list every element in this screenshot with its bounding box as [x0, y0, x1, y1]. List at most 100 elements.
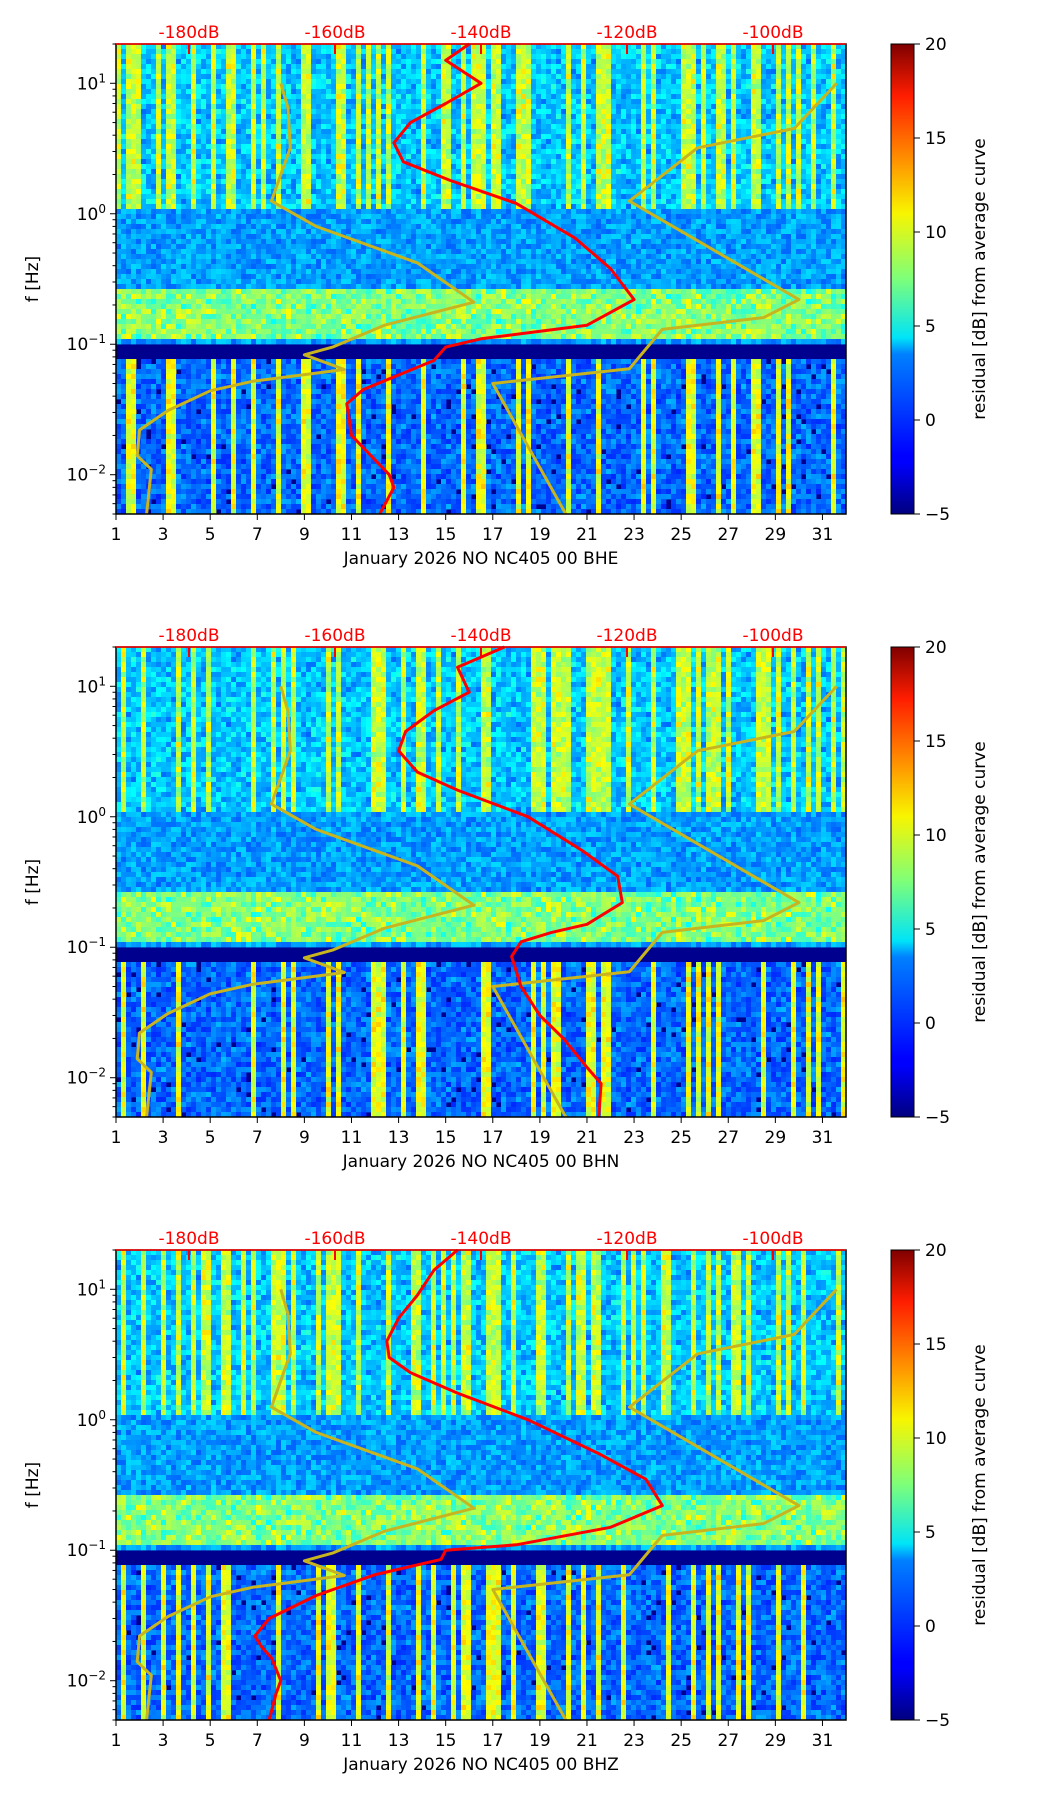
y-tick-label: 101	[77, 1277, 106, 1300]
x-tick-label: 5	[205, 525, 216, 545]
x-tick-label: 3	[158, 525, 169, 545]
spectrogram-image	[116, 44, 846, 514]
x-tick-label: 25	[670, 1128, 692, 1148]
x-tick-label: 29	[765, 1128, 787, 1148]
y-tick-label: 10−1	[67, 1538, 106, 1561]
x-tick-label: 19	[529, 1731, 551, 1751]
colorbar-tick-label: −5	[925, 1108, 950, 1128]
colorbar-tick-label: 10	[925, 1429, 947, 1449]
y-axis-label: f [Hz]	[23, 859, 43, 905]
x-tick-label: 31	[812, 1128, 834, 1148]
x-axis-label: January 2026 NO NC405 00 BHE	[343, 549, 619, 569]
colorbar-tick-label: 5	[925, 1523, 936, 1543]
db-tick-label: -180dB	[158, 626, 219, 646]
db-tick-label: -140dB	[450, 1229, 511, 1249]
colorbar-tick-label: 20	[925, 638, 947, 658]
x-axis-label: January 2026 NO NC405 00 BHN	[342, 1152, 620, 1172]
x-tick-label: 3	[158, 1731, 169, 1751]
x-tick-label: 29	[765, 1731, 787, 1751]
x-tick-label: 9	[299, 525, 310, 545]
db-tick-label: -160dB	[304, 626, 365, 646]
colorbar-tick-label: 5	[925, 317, 936, 337]
x-tick-label: 15	[435, 525, 457, 545]
x-tick-label: 11	[341, 525, 363, 545]
x-tick-label: 13	[388, 1128, 410, 1148]
x-tick-label: 27	[717, 1731, 739, 1751]
db-tick-label: -160dB	[304, 23, 365, 43]
x-tick-label: 19	[529, 1128, 551, 1148]
colorbar-tick-label: −5	[925, 505, 950, 525]
x-tick-label: 31	[812, 1731, 834, 1751]
x-tick-label: 21	[576, 1731, 598, 1751]
colorbar-tick-label: 0	[925, 1014, 936, 1034]
x-tick-label: 1	[111, 1128, 122, 1148]
x-tick-label: 11	[341, 1128, 363, 1148]
x-tick-label: 27	[717, 525, 739, 545]
x-tick-label: 7	[252, 525, 263, 545]
y-tick-label: 10−1	[67, 935, 106, 958]
colorbar-label: residual [dB] from average curve	[970, 741, 990, 1022]
db-tick-label: -100dB	[742, 626, 803, 646]
colorbar-tick-label: 0	[925, 1617, 936, 1637]
x-tick-label: 29	[765, 525, 787, 545]
spectrogram-image	[116, 1250, 846, 1720]
spectrogram-image	[116, 647, 846, 1117]
colorbar-tick-label: 20	[925, 35, 947, 55]
y-tick-label: 100	[77, 805, 106, 828]
colorbar-tick-label: 10	[925, 223, 947, 243]
x-tick-label: 13	[388, 525, 410, 545]
colorbar-tick-label: 15	[925, 732, 947, 752]
x-tick-label: 25	[670, 525, 692, 545]
x-tick-label: 1	[111, 525, 122, 545]
x-tick-label: 7	[252, 1731, 263, 1751]
db-tick-label: -180dB	[158, 1229, 219, 1249]
x-tick-label: 1	[111, 1731, 122, 1751]
x-tick-label: 19	[529, 525, 551, 545]
db-tick-label: -180dB	[158, 23, 219, 43]
x-tick-label: 11	[341, 1731, 363, 1751]
x-axis-label: January 2026 NO NC405 00 BHZ	[342, 1755, 619, 1775]
x-tick-label: 5	[205, 1731, 216, 1751]
x-tick-label: 9	[299, 1731, 310, 1751]
x-tick-label: 27	[717, 1128, 739, 1148]
y-axis-label: f [Hz]	[23, 1462, 43, 1508]
colorbar-gradient	[891, 1250, 914, 1720]
x-tick-label: 23	[623, 1731, 645, 1751]
y-tick-label: 10−2	[67, 463, 106, 486]
x-tick-label: 31	[812, 525, 834, 545]
db-tick-label: -120dB	[596, 626, 657, 646]
colorbar-tick-label: −5	[925, 1711, 950, 1731]
x-tick-label: 25	[670, 1731, 692, 1751]
db-tick-label: -100dB	[742, 23, 803, 43]
colorbar-tick-label: 10	[925, 826, 947, 846]
x-tick-label: 13	[388, 1731, 410, 1751]
colorbar-label: residual [dB] from average curve	[970, 138, 990, 419]
x-tick-label: 17	[482, 1731, 504, 1751]
y-tick-label: 101	[77, 674, 106, 697]
y-axis-label: f [Hz]	[23, 256, 43, 302]
x-tick-label: 23	[623, 1128, 645, 1148]
db-tick-label: -140dB	[450, 23, 511, 43]
db-tick-label: -120dB	[596, 1229, 657, 1249]
colorbar: 20 15 10 5 0 −5 residual [dB] from average cur…	[891, 638, 990, 1128]
x-tick-label: 21	[576, 1128, 598, 1148]
x-tick-label: 17	[482, 1128, 504, 1148]
db-tick-label: -100dB	[742, 1229, 803, 1249]
colorbar-tick-label: 5	[925, 920, 936, 940]
x-tick-label: 15	[435, 1128, 457, 1148]
db-tick-label: -160dB	[304, 1229, 365, 1249]
y-tick-label: 10−2	[67, 1066, 106, 1089]
colorbar-tick-label: 15	[925, 129, 947, 149]
x-tick-label: 9	[299, 1128, 310, 1148]
y-tick-label: 10−2	[67, 1669, 106, 1692]
x-tick-label: 5	[205, 1128, 216, 1148]
x-tick-label: 21	[576, 525, 598, 545]
x-tick-label: 15	[435, 1731, 457, 1751]
y-tick-label: 100	[77, 1408, 106, 1431]
y-tick-label: 10−1	[67, 332, 106, 355]
